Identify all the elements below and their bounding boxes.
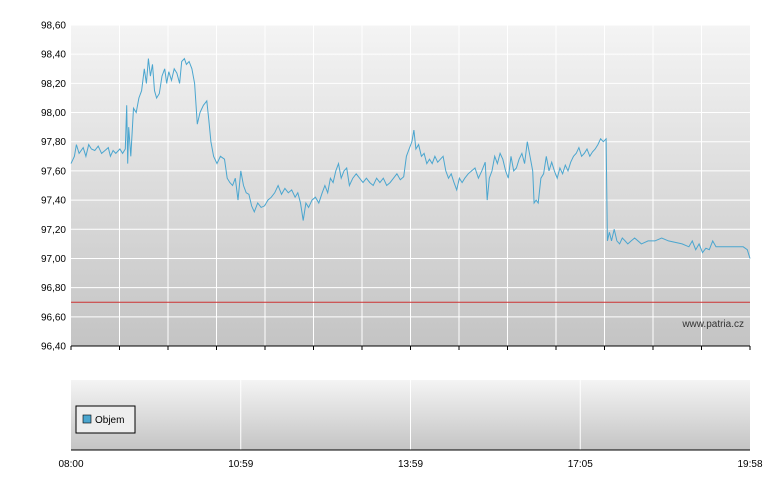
y-tick-label: 97,60 [41,166,66,177]
x-tick-label: 13:59 [398,459,423,470]
y-tick-label: 98,00 [41,108,66,119]
y-tick-label: 98,20 [41,79,66,90]
x-tick-label: 10:59 [228,459,253,470]
main-x-ticks [70,346,751,350]
main-gridlines [71,24,750,347]
watermark: www.patria.cz [681,319,744,330]
y-axis-labels: 96,40 96,60 96,80 97,00 97,20 97,40 97,60 97,80… [41,21,66,353]
y-tick-label: 96,40 [41,342,66,353]
y-tick-label: 97,40 [41,196,66,207]
y-tick-label: 97,80 [41,137,66,148]
volume-legend: Objem [75,405,136,434]
volume-gridlines [240,380,581,450]
x-tick-label: 08:00 [58,459,83,470]
y-tick-label: 97,00 [41,254,66,265]
x-tick-label: 17:05 [568,459,593,470]
y-tick-label: 97,20 [41,225,66,236]
y-tick-label: 96,80 [41,283,66,294]
x-tick-label: 19:58 [737,459,762,470]
x-axis-labels: 08:00 10:59 13:59 17:05 19:58 [58,459,762,470]
legend-swatch [82,414,92,424]
y-tick-label: 98,60 [41,21,66,32]
y-tick-label: 96,60 [41,312,66,323]
legend-label: Objem [95,415,124,426]
price-series-line [70,57,751,259]
y-tick-label: 98,40 [41,50,66,61]
